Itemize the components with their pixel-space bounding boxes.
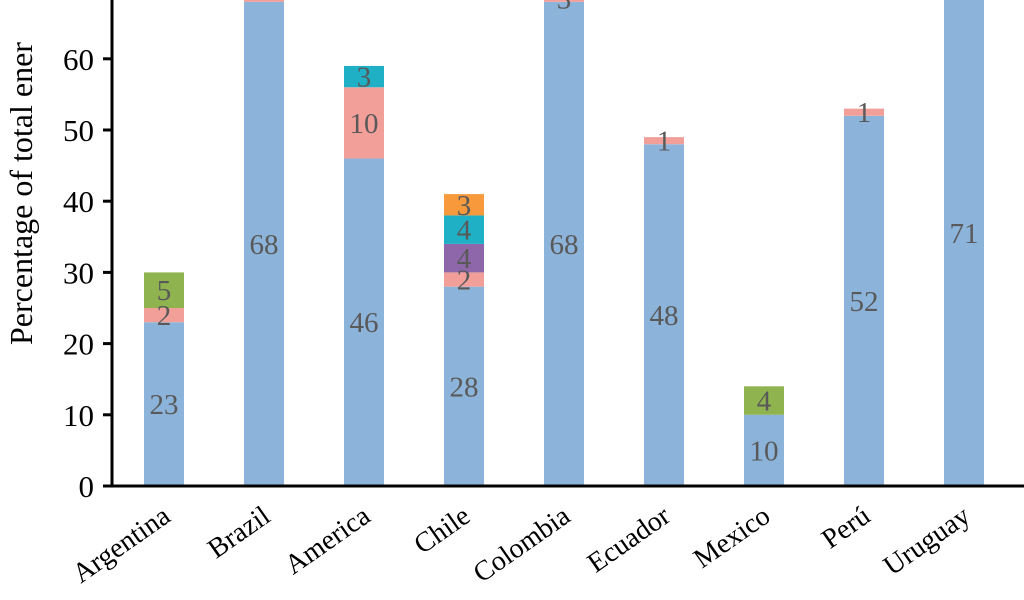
x-category-label: Brazil [202, 500, 276, 565]
bar-segment-3 [444, 243, 484, 273]
x-category-label: America [279, 500, 376, 581]
bar-segment-1 [644, 144, 684, 487]
data-label: 3 [557, 0, 572, 15]
bar-segment-4 [444, 215, 484, 244]
data-label: 28 [450, 371, 479, 403]
bar-segment-2 [544, 0, 584, 2]
bar-segment-1 [344, 158, 384, 487]
data-label: 5 [157, 275, 172, 307]
bar-segment-4 [344, 65, 384, 88]
data-label: 3 [357, 62, 372, 94]
data-label: 2 [457, 265, 472, 297]
bar-segment-6 [744, 386, 784, 415]
x-category-label: Chile [409, 500, 476, 560]
data-label: 4 [457, 243, 472, 275]
data-label: 4 [757, 386, 772, 418]
bar-segment-2 [344, 87, 384, 159]
data-label: 2 [157, 300, 172, 332]
data-label: 23 [150, 389, 179, 421]
data-label: 48 [650, 300, 679, 332]
x-category-label: Uruguay [878, 500, 976, 582]
y-axis-title: Percentage of total ener [3, 42, 39, 345]
y-tick-label: 0 [79, 469, 95, 504]
data-label: 68 [550, 229, 579, 261]
bar-segment-1 [244, 1, 284, 487]
x-category-label: Perú [816, 500, 876, 555]
x-category-label: Argentina [67, 500, 177, 590]
bar-segment-2 [444, 272, 484, 287]
bar-segment-5 [444, 194, 484, 216]
bar-labels-group: 2325684610328244368348110452171 [150, 0, 979, 467]
bar-segment-1 [844, 115, 884, 486]
bar-segment-2 [644, 137, 684, 145]
data-label: 52 [850, 286, 879, 318]
y-tick-label: 40 [63, 184, 94, 219]
data-label: 1 [657, 126, 672, 158]
bar-segment-2 [844, 108, 884, 116]
bar-segment-1 [144, 322, 184, 486]
x-category-label: Colombia [468, 500, 577, 589]
data-label: 71 [950, 218, 979, 250]
y-tick-label: 20 [63, 327, 94, 362]
y-tick-label: 30 [63, 255, 94, 290]
bar-segment-2 [144, 308, 184, 323]
y-tick-label: 10 [63, 398, 94, 433]
x-category-label: Ecuador [582, 500, 677, 579]
bars-group [144, 0, 984, 487]
y-axis: 0 10 20 30 40 50 60 [63, 0, 114, 504]
y-tick-label: 50 [63, 113, 94, 148]
x-category-label: Mexico [688, 500, 776, 574]
bar-segment-1 [444, 286, 484, 486]
y-tick-label: 60 [63, 42, 94, 77]
data-label: 10 [750, 435, 779, 467]
data-label: 3 [457, 190, 472, 222]
data-label: 4 [457, 215, 472, 247]
data-label: 46 [350, 307, 379, 339]
data-label: 10 [350, 108, 379, 140]
bar-segment-1 [944, 0, 984, 486]
bar-segment-2 [244, 0, 284, 2]
data-label: 1 [857, 97, 872, 129]
bar-segment-1 [744, 414, 784, 486]
bar-segment-6 [144, 272, 184, 308]
bar-segment-1 [544, 1, 584, 487]
data-label: 68 [250, 229, 279, 261]
